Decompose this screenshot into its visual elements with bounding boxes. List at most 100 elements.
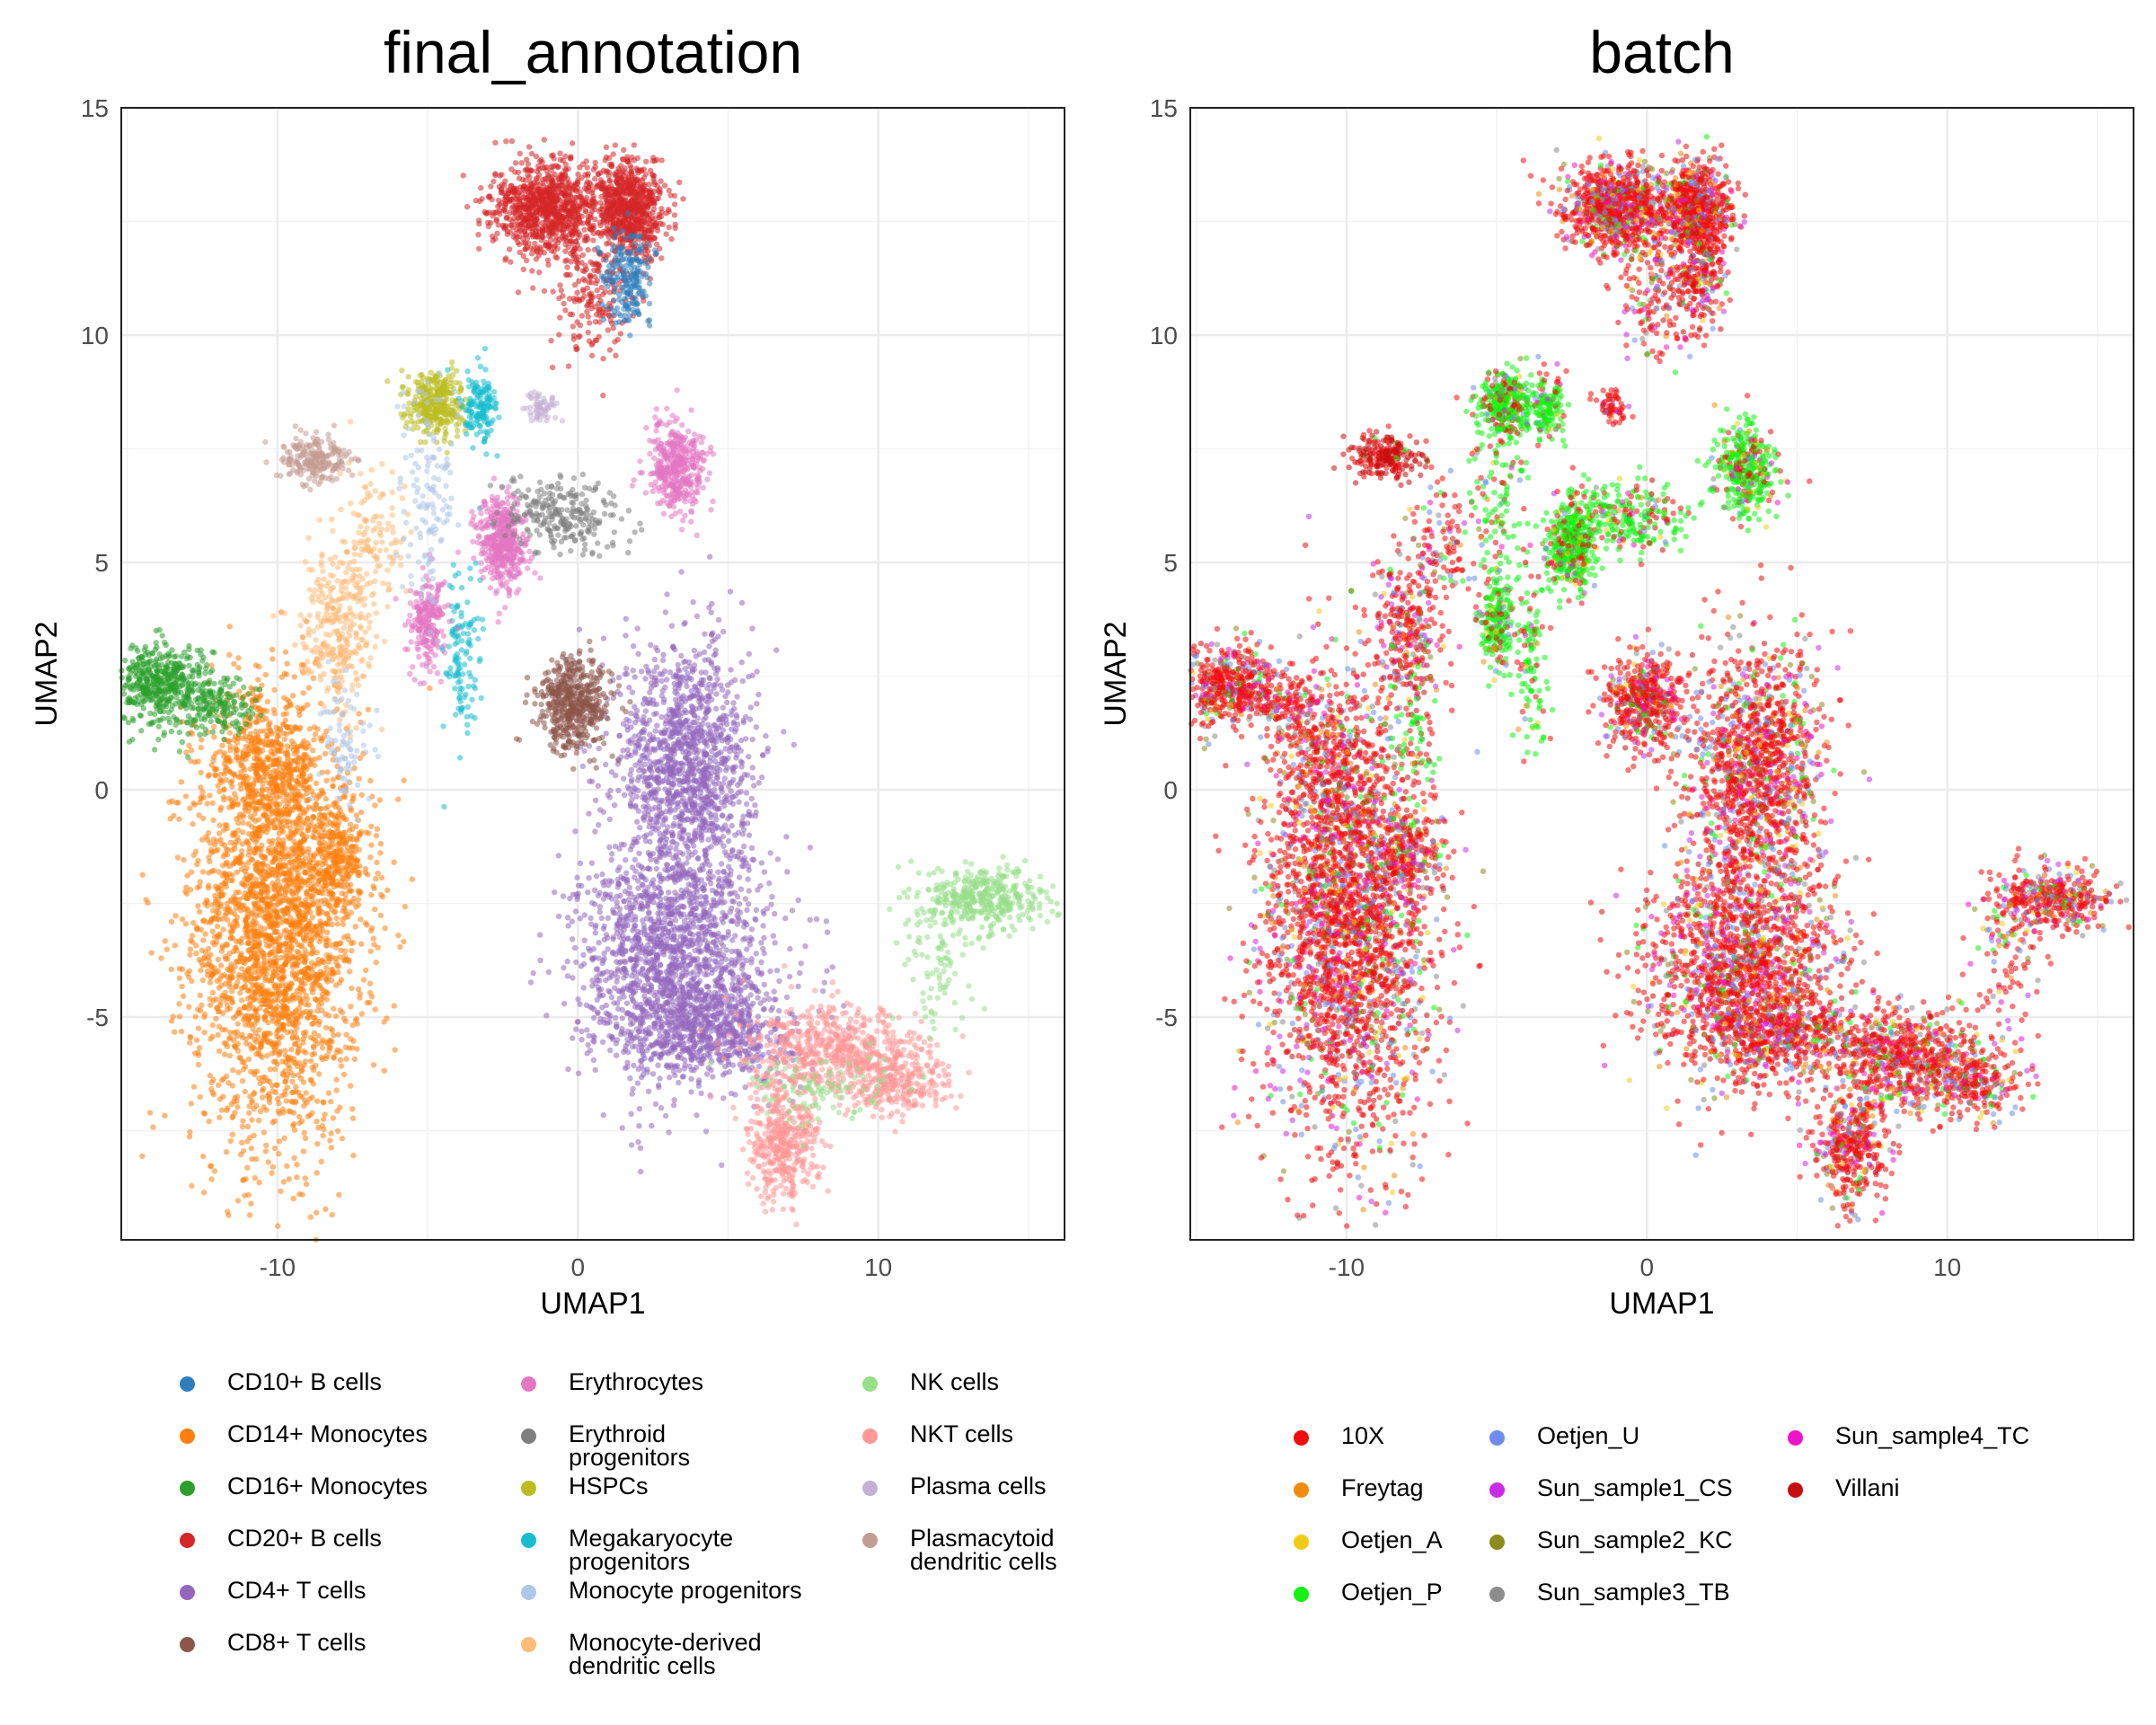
data-point bbox=[336, 804, 342, 810]
data-point bbox=[291, 838, 297, 845]
data-point bbox=[605, 792, 611, 798]
data-point bbox=[190, 939, 196, 945]
data-point bbox=[377, 912, 384, 919]
data-point bbox=[283, 927, 289, 933]
data-point bbox=[206, 1118, 212, 1125]
data-point bbox=[189, 688, 196, 695]
data-point bbox=[348, 1083, 354, 1089]
data-point bbox=[314, 1141, 321, 1147]
data-point bbox=[231, 1043, 238, 1049]
data-point bbox=[209, 848, 216, 855]
data-point bbox=[216, 788, 223, 795]
data-point bbox=[271, 955, 278, 962]
data-point bbox=[314, 1098, 321, 1104]
data-point bbox=[249, 910, 255, 916]
data-point bbox=[282, 761, 288, 767]
data-point bbox=[320, 1099, 327, 1105]
data-point bbox=[338, 846, 345, 853]
data-point bbox=[372, 1006, 378, 1013]
data-point bbox=[272, 757, 278, 764]
data-point bbox=[139, 670, 146, 677]
data-point bbox=[141, 698, 147, 704]
data-point bbox=[282, 1067, 288, 1075]
data-point bbox=[302, 1058, 309, 1065]
data-point bbox=[281, 910, 287, 916]
data-point bbox=[213, 708, 219, 714]
data-point bbox=[300, 969, 306, 976]
data-point bbox=[126, 666, 132, 672]
data-point bbox=[323, 935, 329, 942]
data-point bbox=[600, 635, 607, 641]
data-point bbox=[273, 1082, 279, 1088]
data-point bbox=[217, 807, 224, 813]
data-point bbox=[239, 1078, 246, 1084]
data-point bbox=[749, 774, 756, 781]
data-point bbox=[742, 896, 749, 902]
data-point bbox=[595, 783, 601, 789]
data-point bbox=[195, 712, 201, 719]
data-point bbox=[307, 853, 314, 859]
data-point bbox=[203, 661, 210, 668]
data-point bbox=[264, 818, 271, 824]
data-point bbox=[367, 854, 374, 861]
data-point bbox=[157, 656, 163, 662]
data-point bbox=[211, 680, 217, 686]
data-point bbox=[226, 730, 234, 736]
data-point bbox=[270, 837, 276, 844]
data-point bbox=[178, 779, 185, 785]
data-point bbox=[640, 720, 646, 726]
data-point bbox=[216, 1096, 224, 1102]
data-point bbox=[211, 1168, 218, 1174]
data-point bbox=[706, 795, 712, 801]
data-point bbox=[247, 955, 253, 962]
data-point bbox=[210, 817, 216, 824]
data-point bbox=[244, 1123, 252, 1130]
data-point bbox=[310, 814, 317, 820]
data-point bbox=[190, 1084, 198, 1090]
data-point bbox=[397, 943, 403, 951]
data-point bbox=[205, 773, 211, 779]
data-point bbox=[309, 914, 316, 921]
data-point bbox=[340, 934, 348, 941]
data-point bbox=[310, 748, 316, 754]
data-point bbox=[235, 819, 242, 827]
data-point bbox=[294, 1162, 300, 1168]
data-point bbox=[166, 719, 173, 726]
data-point bbox=[365, 706, 372, 712]
data-point bbox=[375, 871, 381, 877]
data-point bbox=[209, 800, 216, 807]
data-point bbox=[353, 904, 359, 910]
data-point bbox=[271, 825, 278, 831]
data-point bbox=[227, 747, 234, 753]
data-point bbox=[333, 1076, 340, 1083]
data-point bbox=[734, 782, 741, 789]
data-point bbox=[196, 669, 202, 677]
data-point bbox=[230, 1014, 237, 1022]
data-point bbox=[267, 1031, 273, 1037]
data-point bbox=[320, 986, 326, 994]
data-point bbox=[295, 704, 301, 711]
data-point bbox=[150, 673, 156, 679]
data-point bbox=[305, 827, 312, 834]
data-point bbox=[292, 907, 298, 913]
data-point bbox=[199, 693, 205, 700]
data-point bbox=[155, 717, 162, 723]
data-point bbox=[280, 1025, 287, 1032]
data-point bbox=[252, 1069, 258, 1075]
data-point bbox=[302, 1135, 309, 1142]
data-point bbox=[702, 657, 708, 663]
data-point bbox=[289, 969, 296, 976]
data-point bbox=[245, 793, 252, 800]
data-point bbox=[357, 995, 363, 1001]
data-point bbox=[355, 871, 361, 879]
data-point bbox=[289, 1078, 296, 1085]
data-point bbox=[349, 1115, 357, 1121]
data-point bbox=[210, 867, 216, 874]
data-point bbox=[391, 859, 397, 865]
data-point bbox=[206, 854, 212, 861]
data-point bbox=[271, 750, 278, 757]
data-point bbox=[196, 1045, 203, 1051]
data-point bbox=[199, 789, 206, 795]
data-point bbox=[727, 588, 734, 595]
data-point bbox=[276, 1100, 282, 1107]
